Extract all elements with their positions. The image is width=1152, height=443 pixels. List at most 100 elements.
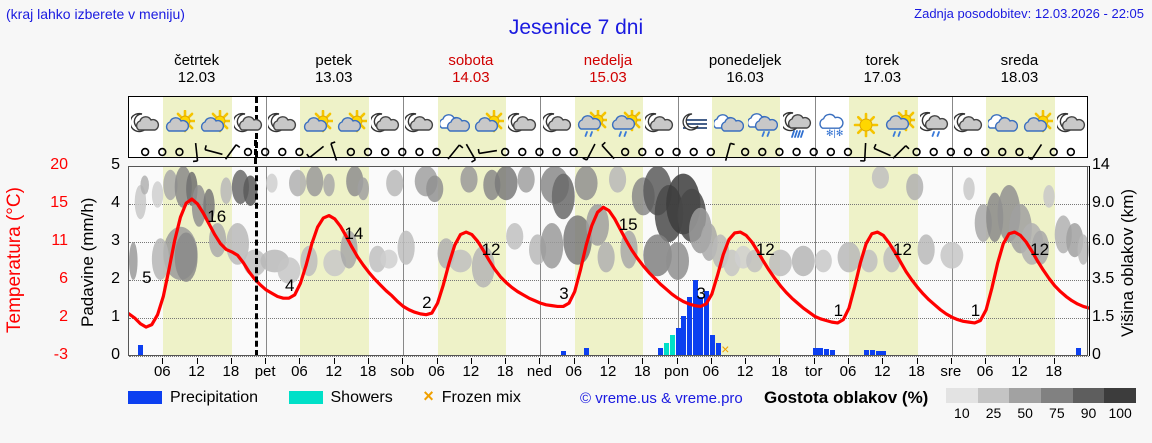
precipitation-bar (681, 316, 687, 356)
gridline (129, 204, 1089, 205)
temperature-min-label: 2 (422, 292, 432, 312)
precipitation-bar (824, 349, 830, 356)
cloud-height-tick: 14 (1092, 156, 1110, 173)
gridline (129, 356, 1089, 357)
precipitation-bar (704, 291, 710, 356)
day-name: sobota (448, 52, 494, 69)
time-tick-label: 18 (771, 363, 788, 380)
precipitation-tick: 3 (111, 232, 120, 249)
showers-swatch (288, 391, 323, 405)
last-update-text: Zadnja posodobitev: 12.03.2026 - 22:05 (914, 6, 1144, 21)
time-tick-label: 12 (188, 363, 205, 380)
temperature-min-label: 5 (142, 267, 152, 287)
day-date: 16.03 (726, 69, 764, 86)
meteogram-plot[interactable]: × 5 16 4 14 2 12 3 15 3 12 1 12 1 12 (128, 166, 1090, 357)
day-name: nedelja (583, 52, 633, 69)
precipitation-bar (692, 280, 698, 356)
day-separator (677, 97, 679, 157)
time-tick-label: 18 (1045, 363, 1063, 380)
time-tick-mark (745, 358, 747, 364)
time-tick-label: 12 (599, 363, 617, 380)
temperature-tick: 15 (50, 194, 68, 211)
time-tick-label: 06 (976, 363, 994, 380)
day-separator (540, 97, 542, 157)
weather-icon-night-cloudy (954, 110, 984, 140)
precipitation-bar (669, 335, 675, 356)
cloud-density-raster (129, 166, 1089, 288)
temperature-max-label: 12 (1030, 240, 1050, 260)
time-tick-mark (1019, 358, 1021, 364)
time-tick-mark (333, 358, 335, 364)
weather-icon-night-cloudy (268, 110, 298, 140)
precipitation-tick: 4 (111, 194, 120, 211)
weather-icon-fog (680, 110, 710, 140)
cloud-scale-label: 75 (1049, 405, 1065, 421)
day-date: 17.03 (863, 69, 902, 86)
time-tick-mark (368, 358, 369, 364)
precipitation-bars: × (129, 166, 1089, 356)
time-tick-label: 12 (873, 363, 891, 380)
time-tick-label: tor (804, 363, 823, 380)
day-header-1: četrtek 12.03 (128, 52, 265, 96)
temperature-max-label: 12 (481, 240, 501, 260)
temperature-tick: -3 (53, 346, 68, 363)
time-tick-label: 06 (153, 363, 171, 380)
time-tick-label: 18 (633, 363, 651, 380)
weather-icon-sun-cloudy (337, 110, 367, 140)
gridline (129, 242, 1089, 243)
weather-icon-sun-cloudy-drizzle (885, 110, 916, 140)
wind-barb-strip (128, 140, 1088, 164)
time-tick-mark (950, 358, 952, 364)
precipitation-tick: 5 (111, 156, 120, 173)
day-separator (814, 97, 816, 157)
weather-icon-night-cloudy (405, 110, 435, 140)
precipitation-axis-title: Padavine (mm/h) (78, 197, 97, 327)
temperature-min-label: 4 (285, 276, 295, 296)
temperature-tick: 20 (50, 156, 68, 173)
temperature-axis-title: Temperatura (°C) (4, 187, 25, 333)
temperature-tick: 2 (59, 308, 68, 325)
cloud-height-tick: 6.0 (1092, 232, 1115, 249)
day-separator (403, 97, 405, 157)
time-tick-label: 18 (908, 363, 925, 380)
precipitation-swatch (128, 391, 162, 405)
credit-link[interactable]: © vreme.us & vreme.pro (580, 390, 743, 407)
time-tick-label: 06 (702, 363, 720, 380)
cloud-scale-segment (1072, 388, 1105, 403)
precipitation-bar (658, 348, 664, 356)
cloud-cover-legend-label: Gostota oblakov (%) (764, 388, 929, 407)
time-tick-mark (539, 358, 541, 364)
cloud-scale-label: 10 (954, 405, 970, 421)
location-menu-note: (kraj lahko izberete v meniju) (6, 6, 185, 22)
weather-icon-sun-cloudy (165, 110, 196, 140)
cloud-scale-segment (1009, 388, 1041, 403)
showers-legend-label: Showers (330, 388, 393, 406)
time-tick-mark (265, 358, 267, 364)
day-header-row: četrtek 12.03 petek 13.03 sobota 14.03 nedelja… (128, 52, 1088, 96)
cloud-height-tick: 0 (1092, 346, 1101, 363)
time-tick-mark (573, 358, 575, 364)
time-tick-mark (470, 358, 472, 364)
temperature-tick: 11 (51, 232, 68, 249)
precipitation-bar (561, 351, 567, 356)
current-time-marker (253, 140, 257, 164)
precipitation-bar (664, 342, 670, 356)
time-tick-label: 18 (496, 363, 514, 380)
page-title: Jesenice 7 dni (508, 16, 644, 39)
time-tick-mark (916, 358, 918, 364)
precipitation-tick: 0 (111, 346, 120, 363)
precipitation-bar (709, 335, 715, 356)
time-tick-mark (505, 358, 507, 364)
weather-icon-strip: ✻|✻ (128, 96, 1088, 158)
weather-icon-cloudy-drizzle (748, 110, 779, 140)
precipitation-bar (698, 297, 704, 356)
temperature-min-label: 3 (696, 284, 706, 304)
precipitation-bar (864, 349, 870, 356)
time-tick-mark (402, 358, 404, 364)
time-tick-label: sre (940, 363, 962, 380)
time-tick-label: sob (390, 363, 415, 380)
cloud-scale-segment (1041, 388, 1073, 403)
cloud-scale-segment (946, 388, 978, 403)
day-date: 15.03 (589, 69, 627, 86)
temperature-min-label: 3 (559, 284, 569, 304)
